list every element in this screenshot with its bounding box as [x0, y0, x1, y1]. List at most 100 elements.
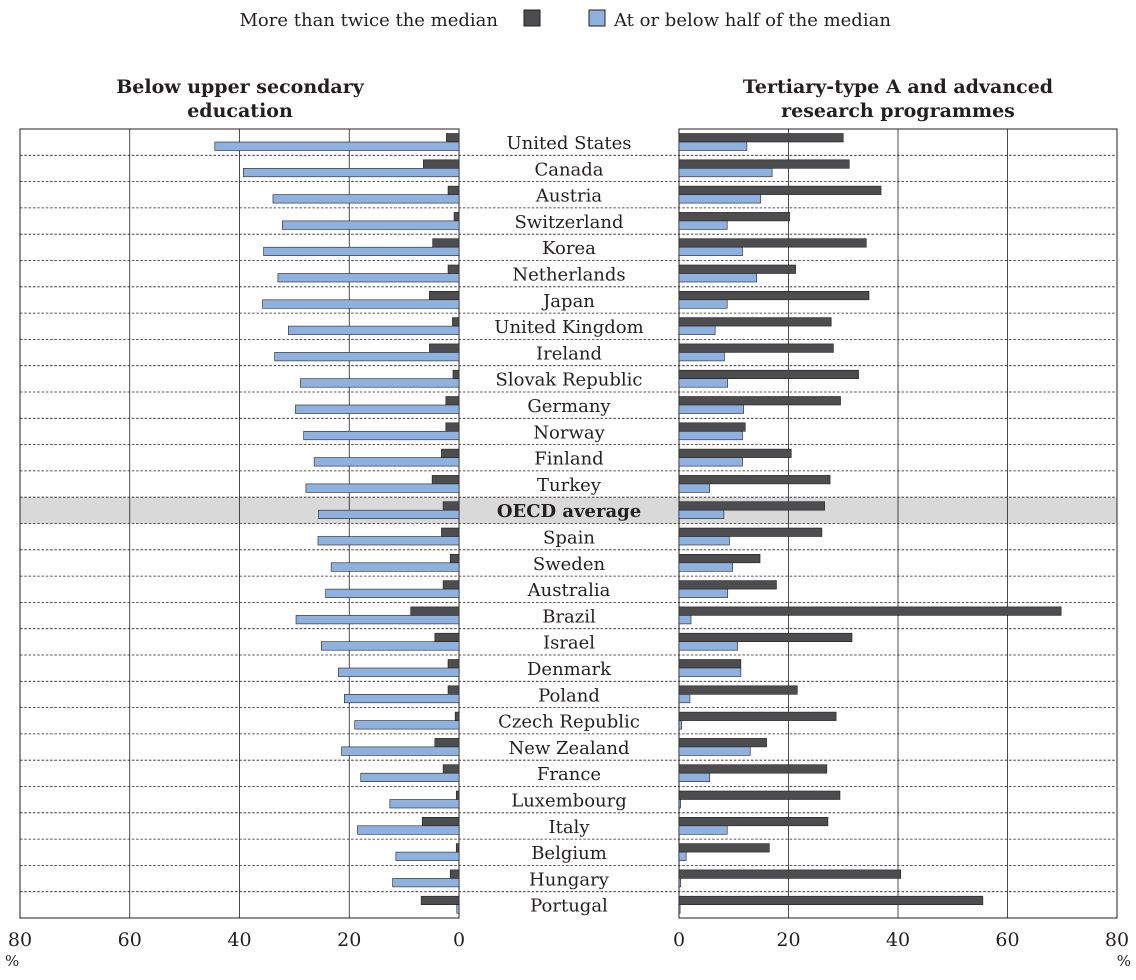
right-bar-more-than-twice-japan: [678, 290, 870, 301]
right-bar-at-or-below-half-italy: [678, 825, 728, 835]
right-tick-label-80: 80: [1105, 929, 1129, 951]
left-bar-at-or-below-half-spain: [317, 536, 460, 546]
left-bar-at-or-below-half-switzerland: [282, 220, 460, 230]
left-bar-at-or-below-half-denmark: [337, 667, 460, 677]
left-bar-at-or-below-half-united-states: [214, 141, 460, 151]
right-bar-at-or-below-half-poland: [678, 693, 691, 704]
left-bar-more-than-twice-brazil: [410, 606, 460, 616]
left-bar-more-than-twice-slovak-republic: [452, 369, 460, 380]
right-bar-at-or-below-half-france: [678, 772, 710, 783]
legend-label-more-than-twice: More than twice the median: [240, 10, 499, 31]
left-bar-at-or-below-half-hungary: [392, 878, 460, 888]
category-label-luxembourg: Luxembourg: [511, 791, 627, 812]
left-bar-at-or-below-half-portugal: [456, 904, 460, 914]
left-bar-at-or-below-half-united-kingdom: [288, 325, 460, 335]
left-bar-more-than-twice-united-kingdom: [452, 317, 460, 327]
left-bar-more-than-twice-austria: [447, 185, 460, 195]
right-bar-more-than-twice-switzerland: [678, 212, 790, 222]
right-bar-at-or-below-half-czech-republic: [678, 720, 683, 730]
left-tick-label-0: 0: [453, 929, 465, 951]
left-unit-label: %: [5, 952, 19, 970]
left-bar-more-than-twice-czech-republic: [454, 711, 460, 721]
category-label-oecd-average: OECD average: [497, 501, 641, 522]
category-label-hungary: Hungary: [529, 869, 610, 890]
left-bar-more-than-twice-japan: [429, 290, 460, 301]
left-bar-more-than-twice-turkey: [431, 475, 460, 485]
left-bar-more-than-twice-portugal: [420, 895, 460, 906]
category-label-japan: Japan: [541, 291, 595, 312]
left-tick-label-80: 80: [8, 929, 32, 951]
right-bar-more-than-twice-italy: [678, 816, 829, 827]
category-label-united-kingdom: United Kingdom: [494, 317, 643, 338]
right-bar-at-or-below-half-united-states: [678, 141, 748, 151]
left-bar-more-than-twice-germany: [445, 396, 460, 406]
right-bar-more-than-twice-denmark: [678, 659, 742, 669]
left-bar-more-than-twice-hungary: [449, 869, 460, 879]
right-bar-more-than-twice-spain: [678, 527, 823, 537]
right-bar-at-or-below-half-luxembourg: [678, 799, 681, 809]
left-tick-label-60: 60: [118, 929, 142, 951]
right-bar-more-than-twice-korea: [678, 238, 867, 248]
left-bar-more-than-twice-denmark: [447, 659, 460, 669]
left-bar-at-or-below-half-new-zealand: [341, 746, 460, 756]
right-bar-more-than-twice-israel: [678, 632, 853, 643]
left-bar-more-than-twice-poland: [447, 685, 460, 695]
category-label-united-states: United States: [506, 133, 631, 154]
left-bar-at-or-below-half-turkey: [305, 483, 460, 493]
category-label-brazil: Brazil: [542, 606, 596, 627]
left-bar-at-or-below-half-czech-republic: [354, 720, 460, 730]
right-bar-at-or-below-half-spain: [678, 536, 730, 546]
left-bar-at-or-below-half-oecd-average: [318, 509, 460, 520]
right-bar-more-than-twice-united-kingdom: [678, 317, 832, 327]
left-bar-more-than-twice-new-zealand: [434, 738, 460, 748]
left-bar-more-than-twice-oecd-average: [442, 501, 460, 511]
category-label-denmark: Denmark: [527, 659, 612, 680]
category-label-france: France: [537, 764, 601, 785]
category-label-australia: Australia: [527, 580, 611, 601]
left-bar-at-or-below-half-slovak-republic: [300, 378, 460, 388]
right-tick-label-20: 20: [776, 929, 800, 951]
left-bar-more-than-twice-italy: [421, 816, 460, 827]
right-bar-more-than-twice-belgium: [678, 843, 770, 853]
right-bar-at-or-below-half-belgium: [678, 851, 687, 861]
right-bar-more-than-twice-germany: [678, 396, 841, 406]
right-bar-at-or-below-half-turkey: [678, 483, 710, 493]
right-tick-label-0: 0: [673, 929, 685, 951]
left-bar-more-than-twice-norway: [445, 422, 460, 432]
left-bar-more-than-twice-israel: [434, 632, 460, 643]
left-bar-at-or-below-half-austria: [272, 194, 460, 204]
legend-swatch-at-or-below-half: [588, 9, 606, 27]
right-bar-at-or-below-half-australia: [678, 588, 729, 598]
right-bar-at-or-below-half-canada: [678, 168, 773, 178]
left-bar-more-than-twice-luxembourg: [455, 790, 460, 800]
right-bar-more-than-twice-new-zealand: [678, 738, 767, 748]
right-bar-at-or-below-half-norway: [678, 430, 743, 441]
category-label-spain: Spain: [543, 528, 595, 549]
right-panel-title-line-1: Tertiary-type A and advanced: [743, 76, 1053, 98]
left-bar-at-or-below-half-netherlands: [277, 273, 460, 283]
category-label-netherlands: Netherlands: [512, 265, 625, 286]
left-bar-at-or-below-half-france: [360, 772, 460, 783]
left-bar-at-or-below-half-israel: [320, 641, 460, 651]
left-bar-more-than-twice-korea: [432, 238, 460, 248]
right-bar-at-or-below-half-brazil: [678, 615, 692, 625]
left-bar-at-or-below-half-belgium: [395, 851, 460, 861]
left-bar-more-than-twice-france: [442, 764, 460, 774]
left-bar-more-than-twice-netherlands: [447, 264, 460, 274]
category-label-new-zealand: New Zealand: [508, 738, 629, 759]
highlight-row-oecd-average: [20, 497, 1117, 524]
right-bar-at-or-below-half-switzerland: [678, 220, 728, 230]
right-bar-at-or-below-half-netherlands: [678, 273, 758, 283]
right-bar-more-than-twice-turkey: [678, 475, 831, 485]
category-label-ireland: Ireland: [536, 343, 602, 364]
legend-swatch-more-than-twice: [523, 9, 541, 27]
right-bar-at-or-below-half-korea: [678, 246, 743, 256]
category-label-poland: Poland: [538, 685, 600, 706]
right-bar-more-than-twice-brazil: [678, 606, 1062, 616]
left-bar-at-or-below-half-italy: [357, 825, 460, 835]
right-bar-more-than-twice-hungary: [678, 869, 902, 879]
legend-label-at-or-below-half: At or below half of the median: [613, 10, 891, 31]
right-tick-label-60: 60: [995, 929, 1019, 951]
right-bar-at-or-below-half-hungary: [678, 878, 681, 888]
